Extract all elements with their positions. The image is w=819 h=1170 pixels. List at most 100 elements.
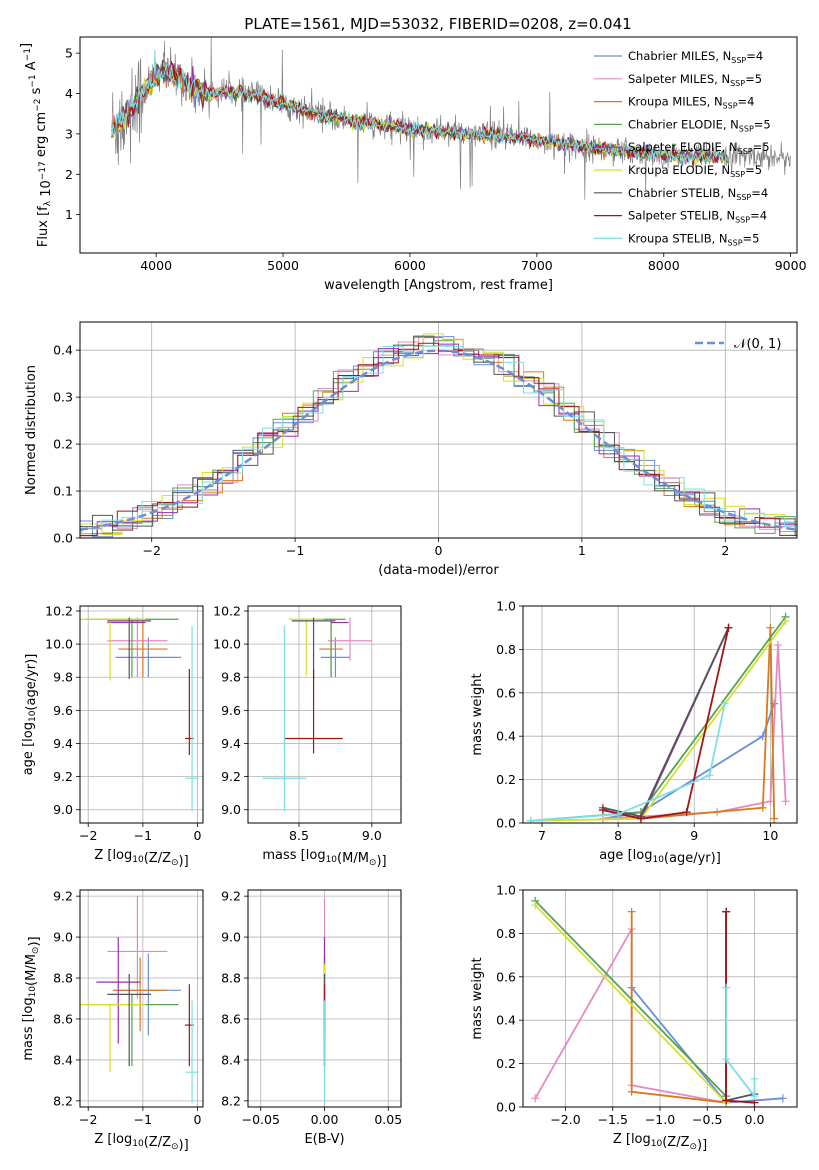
x-tick-label: 10 bbox=[762, 828, 778, 843]
x-tick-label: 7000 bbox=[521, 258, 553, 273]
x-axis-label: (data-model)/error bbox=[378, 563, 499, 578]
y-axis-label: mass [log10(M/M⊙)] bbox=[21, 936, 42, 1060]
y-tick-label: 9.8 bbox=[221, 670, 241, 685]
data-point-marker bbox=[722, 1055, 731, 1064]
y-tick-label: 0.2 bbox=[496, 772, 516, 787]
data-point-marker bbox=[627, 907, 636, 916]
data-point-marker bbox=[627, 1087, 636, 1096]
y-tick-label: 8.8 bbox=[221, 971, 241, 986]
y-tick-label: 9.4 bbox=[53, 736, 73, 751]
y-tick-label: 0.1 bbox=[53, 484, 73, 499]
x-axis-label: mass [log10(M/M⊙)] bbox=[262, 848, 386, 869]
x-tick-label: −2 bbox=[79, 828, 97, 843]
legend-label: Chabrier STELIB, NSSP=4 bbox=[628, 186, 768, 202]
y-tick-label: 8.2 bbox=[221, 1093, 241, 1108]
x-tick-label: −2.0 bbox=[550, 1112, 580, 1127]
errorbar-point bbox=[107, 896, 168, 999]
errorbar-point bbox=[320, 637, 350, 678]
spectrum-legend: Chabrier MILES, NSSP=4 Salpeter MILES, NS… bbox=[594, 49, 771, 247]
y-tick-label: 1 bbox=[65, 207, 73, 222]
y-tick-label: 8.2 bbox=[53, 1093, 73, 1108]
data-point-marker bbox=[724, 623, 733, 632]
y-tick-label: 0.4 bbox=[496, 729, 516, 744]
x-tick-label: −0.5 bbox=[692, 1112, 722, 1127]
errorbar-point bbox=[284, 668, 343, 754]
x-axis-label: Z [log10(Z/Z⊙)] bbox=[613, 1132, 707, 1153]
y-tick-label: 0.3 bbox=[53, 390, 73, 405]
data-point-marker bbox=[773, 641, 782, 650]
y-tick-label: 8.8 bbox=[53, 971, 73, 986]
data-point-marker bbox=[531, 1094, 540, 1103]
data-point-marker bbox=[526, 816, 535, 823]
y-tick-label: 9.2 bbox=[53, 889, 73, 904]
y-tick-label: 10.0 bbox=[213, 637, 241, 652]
y-tick-label: 1.0 bbox=[496, 599, 516, 614]
y-tick-label: 0.4 bbox=[496, 1013, 516, 1028]
errorbar-point bbox=[118, 619, 168, 678]
x-tick-label: 0.05 bbox=[374, 1112, 402, 1127]
legend-label: 𝒩(0, 1) bbox=[734, 337, 781, 352]
series-line bbox=[530, 620, 787, 822]
y-tick-label: 0.6 bbox=[496, 685, 516, 700]
data-point-marker bbox=[781, 797, 790, 806]
x-axis-label: Z [log10(Z/Z⊙)] bbox=[94, 848, 188, 869]
x-tick-label: 9 bbox=[690, 828, 698, 843]
data-point-marker bbox=[758, 803, 767, 812]
data-point-marker bbox=[598, 805, 607, 814]
x-tick-label: 6000 bbox=[394, 258, 426, 273]
series-line bbox=[725, 911, 755, 1102]
y-tick-label: 8.6 bbox=[53, 1011, 73, 1026]
x-tick-label: 8 bbox=[614, 828, 622, 843]
model-spectrum-line bbox=[111, 49, 728, 164]
series-line bbox=[602, 627, 730, 820]
errorbar-point bbox=[185, 625, 199, 812]
y-tick-label: 10.0 bbox=[45, 637, 73, 652]
y-axis-label: mass weight bbox=[470, 957, 485, 1039]
data-point-marker bbox=[750, 1074, 759, 1083]
x-tick-label: 0 bbox=[194, 828, 202, 843]
age_vs_Z-frame bbox=[79, 605, 204, 824]
x-tick-label: 5000 bbox=[267, 258, 299, 273]
age_vs_mass-axes: 8.5 9.0 9.0 9.2 9.4 9.6 9.8 10.0 10.2 mass [log10… bbox=[213, 603, 401, 869]
data-point-marker bbox=[722, 983, 731, 992]
data-point-marker bbox=[750, 1092, 759, 1101]
errorbar-point bbox=[262, 625, 307, 812]
age_vs_mass-frame bbox=[247, 605, 402, 824]
y-tick-label: 9.0 bbox=[221, 930, 241, 945]
y-tick-label: 3 bbox=[65, 126, 73, 141]
y-tick-label: 2 bbox=[65, 167, 73, 182]
errorbar-point bbox=[328, 617, 372, 661]
legend-label: Salpeter STELIB, NSSP=4 bbox=[628, 209, 767, 225]
x-tick-label: 0 bbox=[435, 543, 443, 558]
mass_vs_Z-frame bbox=[79, 889, 204, 1108]
x-tick-label: −1.5 bbox=[598, 1112, 628, 1127]
y-axis-label: Normed distribution bbox=[24, 365, 39, 495]
legend-label: Chabrier MILES, NSSP=4 bbox=[628, 49, 763, 65]
data-point-marker bbox=[531, 901, 540, 910]
weight_vs_age-lines bbox=[526, 612, 790, 823]
y-tick-label: 9.0 bbox=[53, 802, 73, 817]
y-tick-label: 0.2 bbox=[496, 1056, 516, 1071]
x-tick-label: 0 bbox=[194, 1112, 202, 1127]
series-line bbox=[534, 904, 727, 1104]
y-tick-label: 9.4 bbox=[221, 736, 241, 751]
series-line bbox=[725, 911, 755, 1104]
legend-label: Kroupa ELODIE, NSSP=5 bbox=[628, 163, 762, 179]
x-tick-label: 9.0 bbox=[362, 828, 382, 843]
y-tick-label: 9.2 bbox=[221, 769, 241, 784]
data-point-marker bbox=[722, 1096, 731, 1105]
y-tick-label: 9.0 bbox=[221, 802, 241, 817]
data-point-marker bbox=[720, 699, 729, 708]
data-point-marker bbox=[705, 771, 714, 780]
y-tick-label: 9.6 bbox=[221, 703, 241, 718]
series-line bbox=[534, 900, 727, 1097]
age_vs_Z-errorbars bbox=[80, 617, 199, 812]
data-point-marker bbox=[781, 617, 790, 626]
mass_vs_ebv-frame bbox=[247, 889, 402, 1108]
y-tick-label: 0.8 bbox=[496, 926, 516, 941]
x-tick-label: −1.0 bbox=[645, 1112, 675, 1127]
x-tick-label: −2 bbox=[79, 1112, 97, 1127]
x-axis-label: age [log10(age/yr)] bbox=[599, 848, 721, 866]
y-tick-label: 9.2 bbox=[221, 889, 241, 904]
